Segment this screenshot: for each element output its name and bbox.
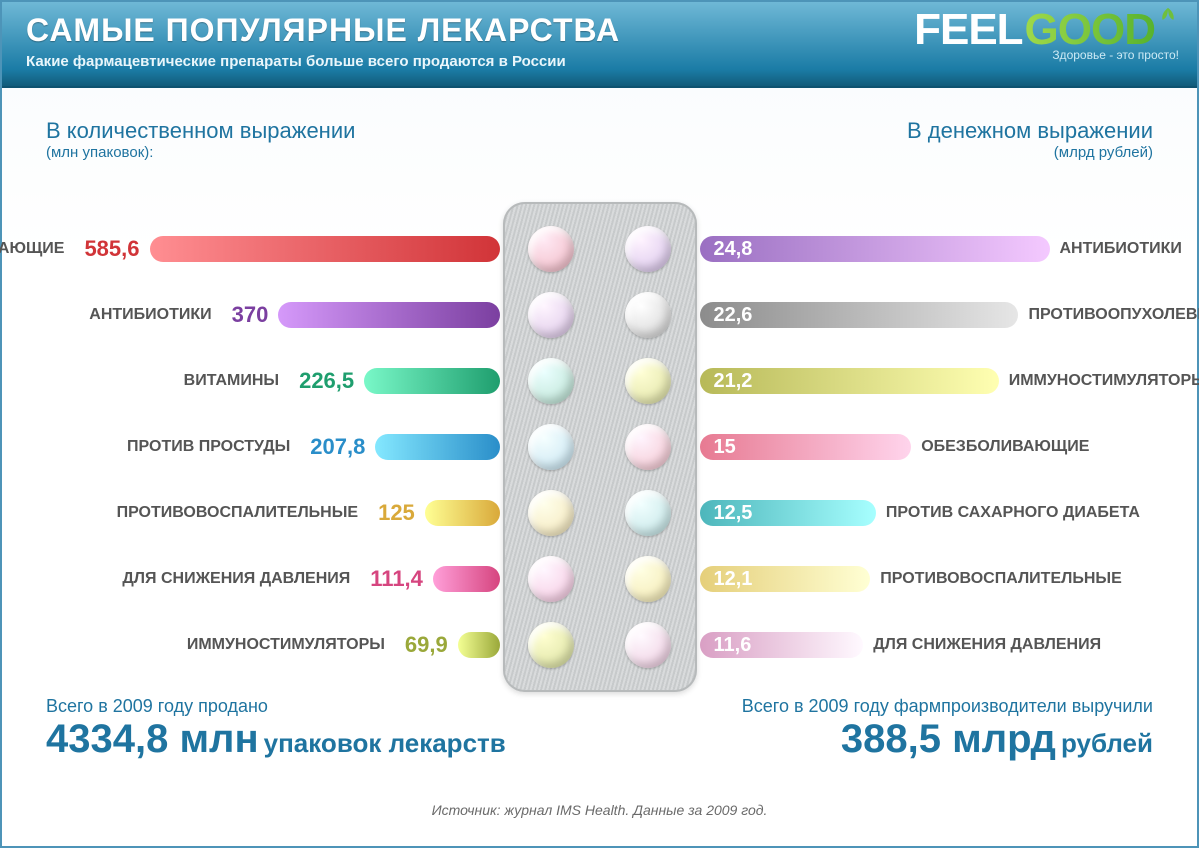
right-bar-value: 12,5 — [714, 502, 753, 525]
right-bar: 11,6 — [700, 632, 864, 658]
pill-left — [528, 226, 574, 272]
right-bar-row: 22,6 ПРОТИВООПУХОЛЕВЫЕ — [700, 300, 1199, 330]
leaf-icon — [1157, 6, 1179, 28]
left-bar-value: 226,5 — [299, 368, 354, 394]
pill-left — [528, 292, 574, 338]
right-bar: 15 — [700, 434, 912, 460]
right-bar-value: 21,2 — [714, 370, 753, 393]
right-bar: 21,2 — [700, 368, 999, 394]
right-bar-label: ПРОТИВ САХАРНОГО ДИАБЕТА — [886, 504, 1140, 522]
totals-left-big: 4334,8 млн — [46, 717, 259, 761]
totals-right-line1: Всего в 2009 году фармпроизводители выру… — [742, 696, 1153, 717]
pill-right — [625, 556, 671, 602]
source-line: Источник: журнал IMS Health. Данные за 2… — [2, 802, 1197, 818]
left-bar — [433, 566, 500, 592]
left-bar-row: ПРОТИВ ПРОСТУДЫ 207,8 — [127, 432, 499, 462]
pill-row — [503, 282, 697, 348]
left-section-heading: В количественном выражении (млн упаковок… — [46, 118, 476, 161]
right-bar: 24,8 — [700, 236, 1050, 262]
right-bar-value: 24,8 — [714, 238, 753, 261]
logo-part-1: FEEL — [914, 10, 1022, 50]
right-bar-row: 15 ОБЕЗБОЛИВАЮЩИЕ — [700, 432, 1090, 462]
left-bar-label: ПРОТИВОВОСПАЛИТЕЛЬНЫЕ — [117, 504, 358, 522]
right-bar-label: АНТИБИОТИКИ — [1060, 240, 1182, 258]
pill-left — [528, 424, 574, 470]
pill-right — [625, 424, 671, 470]
left-section-unit: (млн упаковок): — [46, 144, 476, 161]
left-bar-row: ДЛЯ СНИЖЕНИЯ ДАВЛЕНИЯ 111,4 — [122, 564, 499, 594]
right-bar-label: ИММУНОСТИМУЛЯТОРЫ — [1009, 372, 1199, 390]
left-bar-value: 111,4 — [370, 566, 423, 592]
right-bar: 12,5 — [700, 500, 876, 526]
pill-row — [503, 546, 697, 612]
pill-left — [528, 358, 574, 404]
right-section-heading: В денежном выражении (млрд рублей) — [723, 118, 1153, 161]
totals-right-big: 388,5 млрд — [841, 717, 1056, 761]
pill-right — [625, 490, 671, 536]
right-bar-label: ДЛЯ СНИЖЕНИЯ ДАВЛЕНИЯ — [873, 636, 1101, 654]
infographic-frame: САМЫЕ ПОПУЛЯРНЫЕ ЛЕКАРСТВА Какие фармаце… — [0, 0, 1199, 848]
right-bar: 12,1 — [700, 566, 871, 592]
pill-right — [625, 622, 671, 668]
left-bar — [364, 368, 499, 394]
right-bar-value: 11,6 — [714, 634, 752, 657]
left-bar-value: 125 — [378, 500, 415, 526]
pill-right — [625, 292, 671, 338]
pill-row — [503, 348, 697, 414]
left-bar — [375, 434, 499, 460]
logo: FEELGOOD Здоровье - это просто! — [914, 10, 1179, 62]
pill-right — [625, 226, 671, 272]
pill-left — [528, 622, 574, 668]
left-bar-row: ОБЕЗБОЛИВАЮЩИЕ 585,6 — [0, 234, 500, 264]
right-bar-value: 15 — [714, 436, 736, 459]
right-bar-row: 21,2 ИММУНОСТИМУЛЯТОРЫ — [700, 366, 1199, 396]
left-bar-label: ИММУНОСТИМУЛЯТОРЫ — [187, 636, 385, 654]
left-bar-label: АНТИБИОТИКИ — [89, 306, 211, 324]
right-bar-label: ОБЕЗБОЛИВАЮЩИЕ — [921, 438, 1089, 456]
right-bar-row: 11,6 ДЛЯ СНИЖЕНИЯ ДАВЛЕНИЯ — [700, 630, 1102, 660]
left-bar-label: ПРОТИВ ПРОСТУДЫ — [127, 438, 290, 456]
left-section-title: В количественном выражении — [46, 118, 476, 144]
left-bar-label: ДЛЯ СНИЖЕНИЯ ДАВЛЕНИЯ — [122, 570, 350, 588]
left-bar-row: АНТИБИОТИКИ 370 — [89, 300, 499, 330]
right-bar-row: 12,5 ПРОТИВ САХАРНОГО ДИАБЕТА — [700, 498, 1140, 528]
pill-row — [503, 216, 697, 282]
pill-right — [625, 358, 671, 404]
right-bar: 22,6 — [700, 302, 1019, 328]
right-section-title: В денежном выражении — [723, 118, 1153, 144]
right-bar-label: ПРОТИВОВОСПАЛИТЕЛЬНЫЕ — [880, 570, 1121, 588]
left-bar-value: 207,8 — [310, 434, 365, 460]
left-bar-label: ОБЕЗБОЛИВАЮЩИЕ — [0, 240, 64, 258]
logo-part-2: GOOD — [1025, 10, 1155, 50]
left-bar — [150, 236, 500, 262]
totals-left-line1: Всего в 2009 году продано — [46, 696, 506, 717]
pill-row — [503, 480, 697, 546]
left-bar-label: ВИТАМИНЫ — [184, 372, 279, 390]
left-bar-value: 585,6 — [84, 236, 139, 262]
left-bar — [458, 632, 500, 658]
right-bar-row: 24,8 АНТИБИОТИКИ — [700, 234, 1182, 264]
left-bar-row: ПРОТИВОВОСПАЛИТЕЛЬНЫЕ 125 — [117, 498, 500, 528]
pill-row — [503, 612, 697, 678]
header-bar: САМЫЕ ПОПУЛЯРНЫЕ ЛЕКАРСТВА Какие фармаце… — [2, 2, 1197, 88]
left-bar-value: 370 — [232, 302, 269, 328]
left-bar-value: 69,9 — [405, 632, 448, 658]
left-bar — [425, 500, 500, 526]
pill-blister — [503, 202, 697, 692]
left-bar — [278, 302, 499, 328]
left-bar-row: ВИТАМИНЫ 226,5 — [184, 366, 500, 396]
pill-left — [528, 490, 574, 536]
right-bar-label: ПРОТИВООПУХОЛЕВЫЕ — [1028, 306, 1199, 324]
right-bar-value: 22,6 — [714, 304, 753, 327]
right-bar-value: 12,1 — [714, 568, 753, 591]
totals-left-unit: упаковок лекарств — [264, 728, 506, 758]
totals-left: Всего в 2009 году продано 4334,8 млн упа… — [46, 696, 506, 762]
left-bar-row: ИММУНОСТИМУЛЯТОРЫ 69,9 — [187, 630, 500, 660]
pill-left — [528, 556, 574, 602]
right-section-unit: (млрд рублей) — [723, 144, 1153, 161]
totals-right: Всего в 2009 году фармпроизводители выру… — [742, 696, 1153, 762]
right-bar-row: 12,1 ПРОТИВОВОСПАЛИТЕЛЬНЫЕ — [700, 564, 1122, 594]
pill-row — [503, 414, 697, 480]
totals-right-unit: рублей — [1061, 728, 1153, 758]
